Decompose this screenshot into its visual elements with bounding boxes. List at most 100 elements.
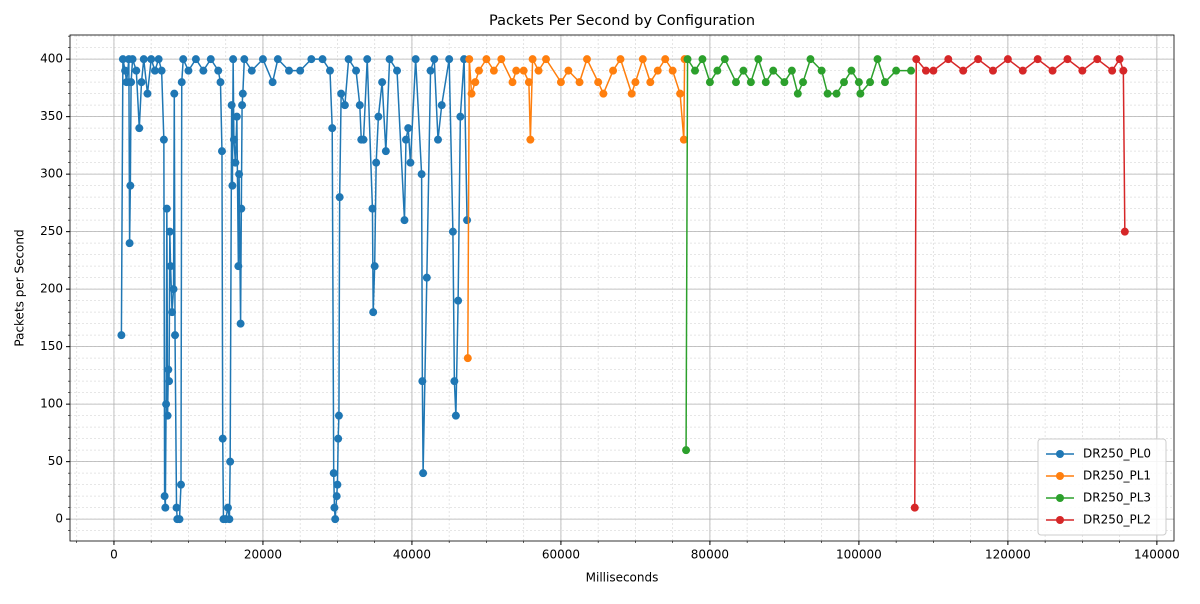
data-point [679, 135, 688, 144]
data-point [419, 469, 428, 478]
data-point [1119, 66, 1128, 75]
data-point [880, 78, 889, 87]
data-point [524, 78, 533, 87]
plot-frame [69, 34, 1175, 542]
data-point [161, 503, 170, 512]
data-point [184, 66, 193, 75]
data-point [556, 78, 565, 87]
x-tick-label: 0 [110, 548, 118, 562]
data-point [231, 158, 240, 167]
data-point [451, 411, 460, 420]
data-point [661, 55, 670, 64]
data-point [1033, 55, 1042, 64]
data-point [910, 503, 919, 512]
y-tick-label: 150 [40, 339, 63, 353]
data-point [418, 377, 427, 386]
data-point [411, 55, 420, 64]
data-point [227, 101, 236, 110]
data-point [118, 55, 127, 64]
data-point [164, 365, 173, 374]
legend-label: DR250_PL1 [1083, 469, 1151, 483]
data-point [363, 55, 372, 64]
data-point [683, 55, 692, 64]
data-point [162, 400, 171, 409]
data-point [234, 262, 243, 271]
y-tick-label: 300 [40, 167, 63, 181]
data-point [799, 78, 808, 87]
data-point [907, 66, 916, 75]
data-point [691, 66, 700, 75]
data-point [471, 78, 480, 87]
data-point [832, 89, 841, 98]
data-point [229, 135, 238, 144]
x-tick-label: 120000 [985, 548, 1031, 562]
data-point [139, 55, 148, 64]
data-point [117, 331, 126, 340]
data-point [238, 101, 247, 110]
data-point [232, 112, 241, 121]
data-point [258, 55, 267, 64]
data-point [177, 78, 186, 87]
data-point [1120, 227, 1129, 236]
data-point [400, 216, 409, 225]
data-point [512, 66, 521, 75]
data-point [564, 66, 573, 75]
data-point [372, 158, 381, 167]
data-point [668, 66, 677, 75]
data-point [627, 89, 636, 98]
data-point [175, 515, 184, 524]
data-point [616, 55, 625, 64]
data-point [445, 55, 454, 64]
data-point [218, 434, 227, 443]
data-point [273, 55, 282, 64]
data-point [268, 78, 277, 87]
data-point [171, 331, 180, 340]
x-axis-label: Milliseconds [586, 571, 659, 585]
y-tick-label: 350 [40, 109, 63, 123]
data-point [534, 66, 543, 75]
data-point [582, 55, 591, 64]
data-point [325, 66, 334, 75]
data-point [739, 66, 748, 75]
data-point [228, 181, 237, 190]
legend-box [1037, 438, 1167, 536]
data-point [489, 66, 498, 75]
data-point [235, 170, 244, 179]
data-point [1115, 55, 1124, 64]
data-point [344, 55, 353, 64]
data-point [430, 55, 439, 64]
data-point [454, 296, 463, 305]
data-point [143, 89, 152, 98]
data-point [352, 66, 361, 75]
data-point [873, 55, 882, 64]
data-point [170, 89, 179, 98]
legend-label: DR250_PL3 [1083, 491, 1151, 505]
data-point [237, 204, 246, 213]
data-point [147, 55, 156, 64]
data-point [646, 78, 655, 87]
data-point [368, 204, 377, 213]
data-point [216, 78, 225, 87]
data-point [676, 89, 685, 98]
data-point [929, 66, 938, 75]
data-point [638, 55, 647, 64]
data-point [125, 239, 134, 248]
data-point [385, 55, 394, 64]
data-point [127, 78, 136, 87]
data-point [817, 66, 826, 75]
x-tick-label: 100000 [836, 548, 882, 562]
data-point [542, 55, 551, 64]
data-point [793, 89, 802, 98]
data-point [856, 89, 865, 98]
data-point [839, 78, 848, 87]
data-point [823, 89, 832, 98]
y-tick-label: 200 [40, 282, 63, 296]
data-point [465, 55, 474, 64]
data-point [162, 204, 171, 213]
data-point [137, 78, 146, 87]
y-tick-label: 400 [40, 52, 63, 66]
data-point [159, 135, 168, 144]
data-point [434, 135, 442, 144]
legend-label: DR250_PL0 [1083, 447, 1151, 461]
